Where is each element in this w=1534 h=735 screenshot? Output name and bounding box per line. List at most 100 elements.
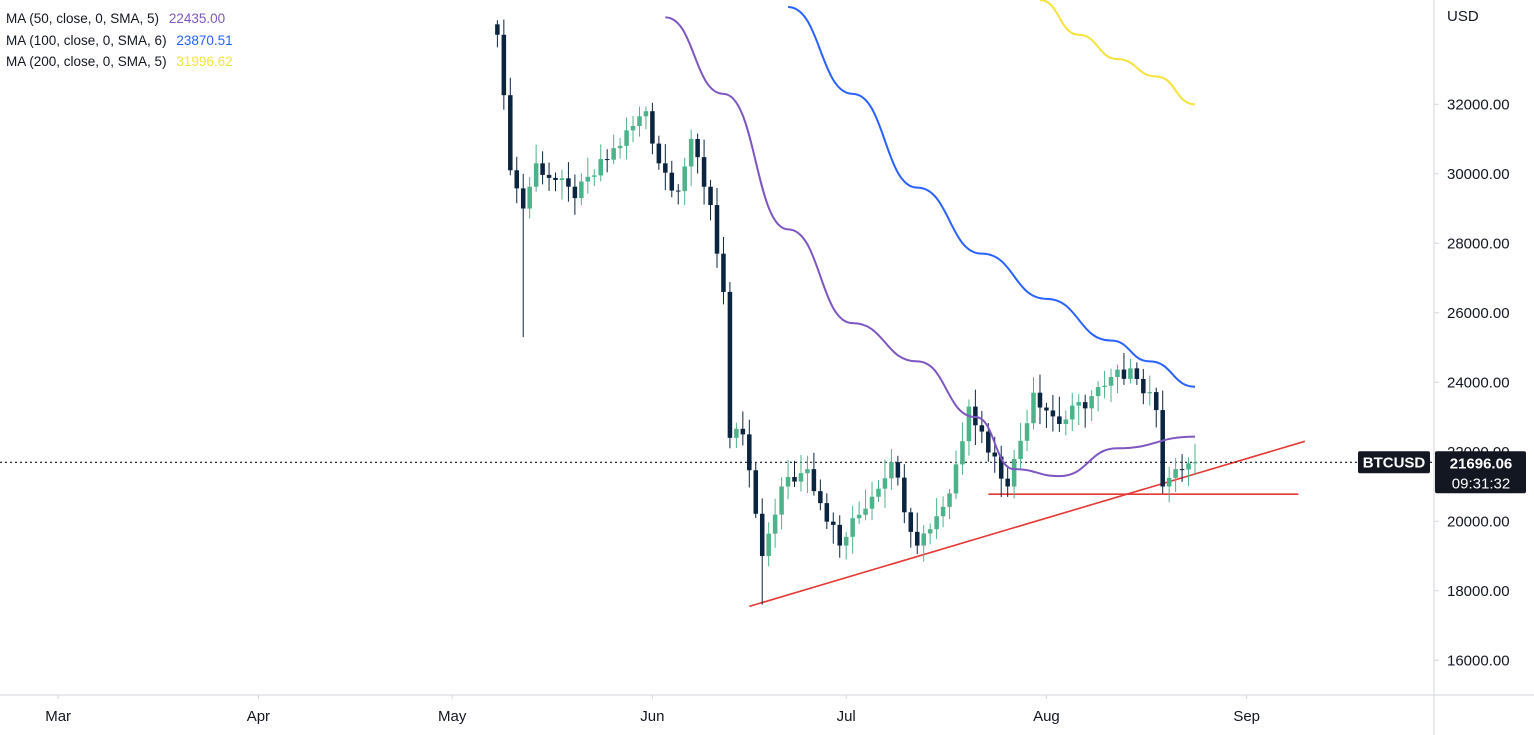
candle — [914, 512, 920, 555]
candle-body — [508, 95, 513, 171]
time-tick-label: May — [438, 708, 467, 725]
candle-body — [624, 130, 629, 146]
candle — [1186, 457, 1191, 487]
candle-body — [1102, 385, 1107, 388]
candle — [559, 169, 565, 200]
support-trendline[interactable] — [749, 440, 1306, 608]
candle — [979, 410, 985, 443]
time-tick-label: Mar — [45, 708, 71, 725]
candle-body — [585, 176, 591, 182]
candle-body — [675, 190, 681, 192]
price-axis-currency: USD — [1447, 8, 1479, 25]
candle-body — [682, 166, 687, 192]
candle-body — [1160, 410, 1165, 487]
indicator-legend: MA (50, close, 0, SMA, 5) 22435.00 MA (1… — [6, 8, 233, 73]
candle-body — [902, 477, 907, 513]
candle — [1179, 454, 1185, 482]
legend-label: MA (50, close, 0, SMA, 5) — [6, 11, 160, 26]
candle — [675, 184, 681, 205]
candle-body — [1147, 392, 1153, 394]
candle-body — [721, 253, 726, 292]
candle-body — [540, 163, 545, 175]
candle — [953, 450, 959, 500]
candle-body — [553, 177, 558, 181]
time-tick-label: Apr — [247, 708, 270, 725]
candle — [785, 460, 791, 500]
candle-body — [734, 428, 739, 438]
price-tick-label: 28000.00 — [1447, 235, 1510, 252]
candle-body — [1050, 410, 1056, 417]
candle — [863, 489, 868, 521]
candle-body — [559, 178, 565, 181]
candle — [533, 144, 539, 192]
candles-layer — [495, 19, 1198, 605]
candle — [566, 162, 571, 202]
candle — [1050, 394, 1056, 432]
candle-body — [779, 486, 784, 515]
candle-body — [656, 143, 662, 164]
candle — [966, 399, 972, 456]
candle — [1134, 362, 1140, 385]
candle — [908, 507, 914, 548]
candle — [637, 106, 642, 137]
candle — [798, 454, 804, 492]
candle — [1160, 390, 1165, 494]
candle-body — [1134, 368, 1140, 379]
candle — [688, 129, 694, 187]
candle-body — [889, 462, 894, 479]
candle-body — [1141, 378, 1146, 394]
candle-body — [1005, 478, 1010, 487]
candle-body — [572, 186, 578, 199]
symbol-tag-label: BTCUSD — [1363, 454, 1426, 471]
candle — [579, 173, 584, 206]
candle-body — [927, 529, 933, 534]
candle — [934, 498, 939, 539]
candle-body — [966, 406, 972, 442]
candle — [766, 522, 771, 567]
candle-body — [1076, 402, 1081, 406]
candle — [1076, 394, 1081, 426]
candle-body — [953, 464, 959, 494]
candle-body — [1024, 423, 1030, 441]
candle-body — [1179, 469, 1185, 471]
candle-body — [818, 491, 823, 504]
candle-body — [1108, 377, 1114, 386]
candle-body — [1173, 469, 1178, 478]
candle — [811, 452, 817, 496]
candle-body — [895, 462, 901, 478]
candle — [998, 445, 1004, 498]
candle — [656, 135, 662, 170]
candle-body — [843, 536, 849, 546]
time-tick-label: Jun — [640, 708, 664, 725]
candle — [721, 236, 726, 305]
candle-body — [960, 441, 965, 465]
candle-body — [921, 533, 926, 546]
candle — [650, 102, 655, 155]
candle — [734, 422, 739, 449]
candle-body — [1011, 458, 1017, 487]
candle-body — [637, 116, 642, 127]
candle — [1082, 394, 1088, 428]
candle-body — [934, 516, 939, 530]
legend-row-ma50[interactable]: MA (50, close, 0, SMA, 5) 22435.00 — [6, 8, 233, 30]
candle-body — [1063, 419, 1069, 424]
ma50-line[interactable] — [665, 16, 1196, 478]
candle — [792, 460, 797, 487]
candle — [1115, 364, 1120, 394]
candle — [960, 422, 965, 475]
legend-row-ma200[interactable]: MA (200, close, 0, SMA, 5) 31996.62 — [6, 51, 233, 73]
legend-row-ma100[interactable]: MA (100, close, 0, SMA, 6) 23870.51 — [6, 30, 233, 52]
candle — [869, 481, 875, 521]
ma100-line[interactable] — [787, 5, 1196, 388]
candle — [1057, 396, 1062, 432]
candle-body — [850, 518, 855, 537]
candle — [927, 523, 933, 545]
legend-label: MA (200, close, 0, SMA, 5) — [6, 54, 167, 69]
candle — [1044, 402, 1049, 428]
candle-body — [1128, 368, 1133, 379]
legend-value: 23870.51 — [176, 32, 233, 48]
price-tick-label: 24000.00 — [1447, 374, 1510, 391]
candle-body — [908, 512, 914, 532]
ma200-line[interactable] — [1039, 0, 1196, 106]
